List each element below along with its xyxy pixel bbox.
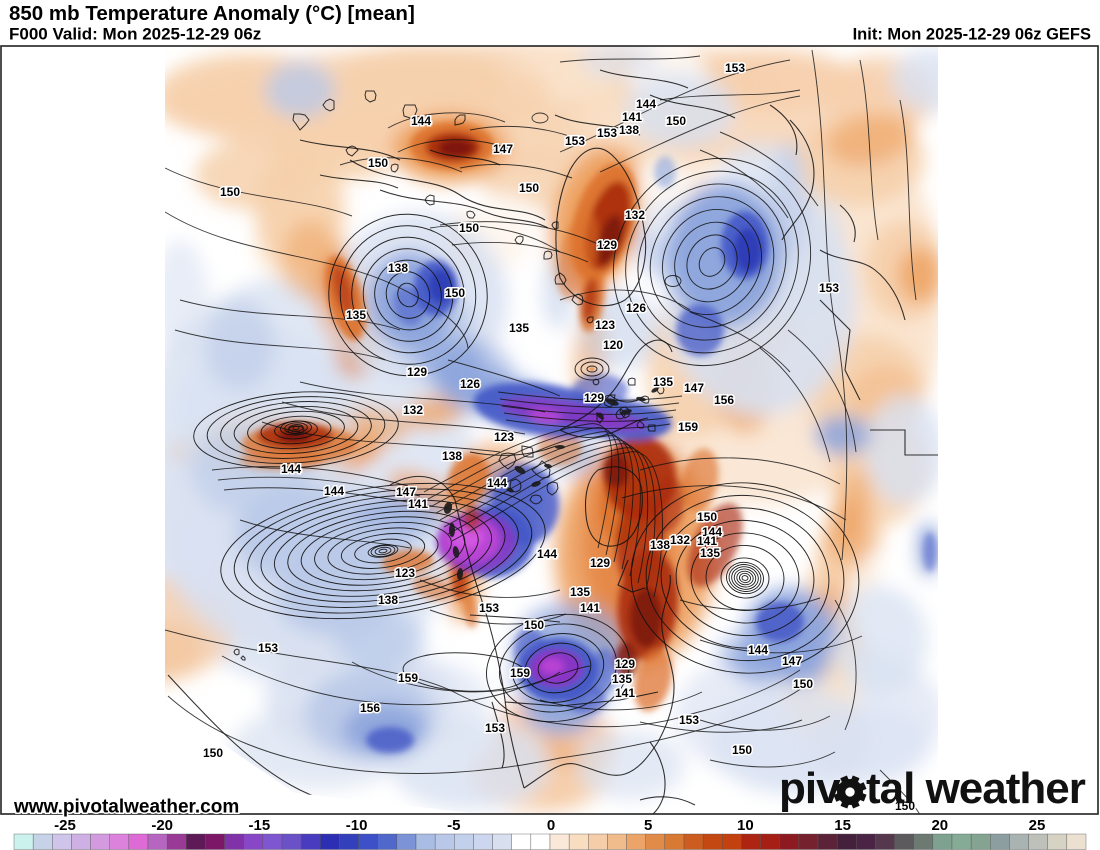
svg-text:150: 150 xyxy=(519,181,539,195)
svg-text:147: 147 xyxy=(684,381,704,395)
svg-text:135: 135 xyxy=(653,375,673,389)
svg-text:141: 141 xyxy=(408,497,428,511)
svg-text:Init: Mon 2025-12-29 06z GEFS: Init: Mon 2025-12-29 06z GEFS xyxy=(853,26,1091,44)
svg-text:-20: -20 xyxy=(151,817,173,834)
svg-text:147: 147 xyxy=(782,654,802,668)
svg-text:144: 144 xyxy=(748,643,768,657)
svg-text:132: 132 xyxy=(670,533,690,547)
svg-text:159: 159 xyxy=(510,666,530,680)
svg-text:138: 138 xyxy=(650,538,670,552)
svg-text:123: 123 xyxy=(395,566,415,580)
svg-text:123: 123 xyxy=(595,318,615,332)
svg-text:153: 153 xyxy=(258,641,278,655)
svg-text:-5: -5 xyxy=(447,817,460,834)
svg-text:piv: piv xyxy=(779,764,841,813)
svg-text:150: 150 xyxy=(445,286,465,300)
svg-text:144: 144 xyxy=(537,547,557,561)
svg-text:144: 144 xyxy=(702,525,722,539)
svg-text:135: 135 xyxy=(700,546,720,560)
svg-text:150: 150 xyxy=(220,185,240,199)
svg-text:141: 141 xyxy=(697,534,717,548)
svg-text:153: 153 xyxy=(565,134,585,148)
svg-text:141: 141 xyxy=(615,686,635,700)
svg-text:144: 144 xyxy=(324,484,344,498)
svg-text:150: 150 xyxy=(666,114,686,128)
svg-text:-10: -10 xyxy=(346,817,368,834)
svg-text:153: 153 xyxy=(597,126,617,140)
svg-text:-15: -15 xyxy=(249,817,271,834)
svg-text:10: 10 xyxy=(737,817,754,834)
svg-text:150: 150 xyxy=(368,156,388,170)
svg-text:F000 Valid: Mon 2025-12-29 06z: F000 Valid: Mon 2025-12-29 06z xyxy=(9,25,261,44)
svg-text:0: 0 xyxy=(547,817,555,834)
svg-text:126: 126 xyxy=(460,377,480,391)
svg-text:153: 153 xyxy=(725,61,745,75)
svg-text:138: 138 xyxy=(442,449,462,463)
svg-text:tal weather: tal weather xyxy=(866,764,1086,813)
svg-text:159: 159 xyxy=(398,671,418,685)
svg-text:150: 150 xyxy=(793,677,813,691)
svg-text:15: 15 xyxy=(834,817,851,834)
svg-text:129: 129 xyxy=(407,365,427,379)
svg-text:135: 135 xyxy=(612,672,632,686)
svg-text:150: 150 xyxy=(203,746,223,760)
svg-text:147: 147 xyxy=(396,485,416,499)
svg-text:120: 120 xyxy=(603,338,623,352)
svg-text:150: 150 xyxy=(895,799,915,813)
svg-text:132: 132 xyxy=(625,208,645,222)
svg-text:126: 126 xyxy=(626,301,646,315)
svg-text:144: 144 xyxy=(487,476,507,490)
svg-text:150: 150 xyxy=(524,618,544,632)
svg-text:159: 159 xyxy=(678,420,698,434)
svg-text:150: 150 xyxy=(697,510,717,524)
svg-text:153: 153 xyxy=(819,281,839,295)
svg-text:141: 141 xyxy=(622,110,642,124)
svg-text:135: 135 xyxy=(346,308,366,322)
svg-text:www.pivotalweather.com: www.pivotalweather.com xyxy=(13,797,239,818)
svg-text:144: 144 xyxy=(636,97,656,111)
svg-text:-25: -25 xyxy=(54,817,76,834)
svg-text:153: 153 xyxy=(679,713,699,727)
svg-text:25: 25 xyxy=(1029,817,1046,834)
svg-text:135: 135 xyxy=(509,321,529,335)
svg-text:129: 129 xyxy=(615,657,635,671)
svg-text:141: 141 xyxy=(580,601,600,615)
svg-text:153: 153 xyxy=(479,601,499,615)
svg-text:129: 129 xyxy=(584,391,604,405)
svg-text:850 mb Temperature Anomaly (°C: 850 mb Temperature Anomaly (°C) [mean] xyxy=(9,2,415,25)
svg-text:135: 135 xyxy=(570,585,590,599)
svg-text:153: 153 xyxy=(485,721,505,735)
svg-text:129: 129 xyxy=(590,556,610,570)
svg-text:144: 144 xyxy=(411,114,431,128)
svg-text:129: 129 xyxy=(597,238,617,252)
svg-text:138: 138 xyxy=(378,593,398,607)
svg-text:150: 150 xyxy=(732,743,752,757)
svg-text:5: 5 xyxy=(644,817,652,834)
svg-text:156: 156 xyxy=(360,701,380,715)
svg-text:144: 144 xyxy=(281,462,301,476)
svg-text:147: 147 xyxy=(493,142,513,156)
svg-text:156: 156 xyxy=(714,393,734,407)
svg-text:20: 20 xyxy=(931,817,948,834)
svg-text:123: 123 xyxy=(494,430,514,444)
svg-text:138: 138 xyxy=(388,261,408,275)
svg-text:138: 138 xyxy=(619,123,639,137)
svg-text:150: 150 xyxy=(459,221,479,235)
svg-text:132: 132 xyxy=(403,403,423,417)
